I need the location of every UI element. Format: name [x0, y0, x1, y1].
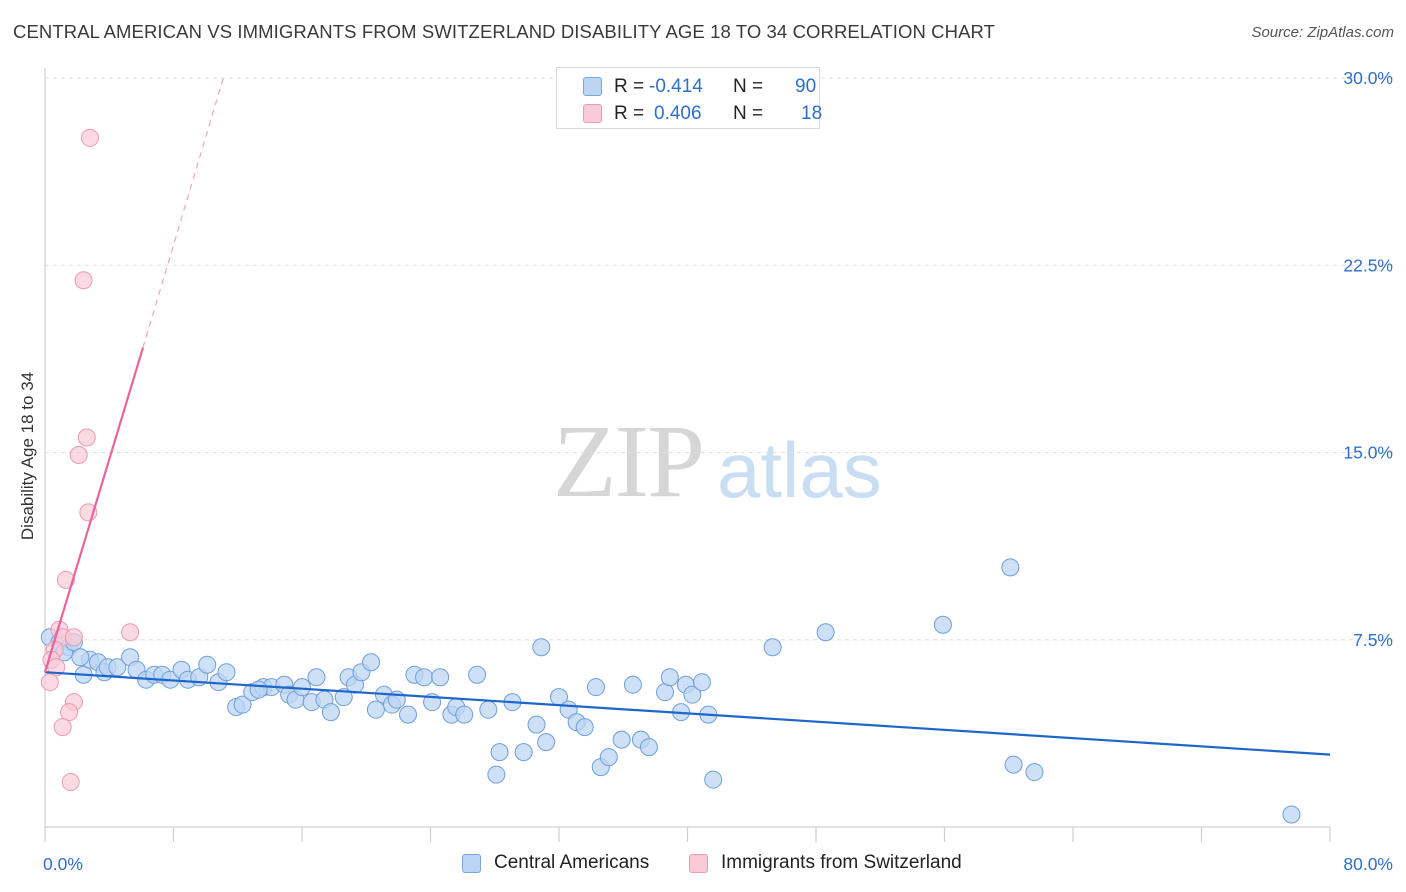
- data-point-central-americans: [431, 668, 450, 687]
- axes: [44, 68, 1331, 842]
- data-point-central-americans: [399, 705, 418, 724]
- trendline-central-americans: [44, 671, 1331, 756]
- data-point-central-americans: [490, 743, 509, 762]
- data-point-central-americans: [656, 683, 675, 702]
- data-point-central-americans: [307, 668, 326, 687]
- data-point-central-americans: [468, 665, 487, 684]
- data-point-central-americans: [599, 748, 618, 767]
- data-point-central-americans: [933, 615, 952, 634]
- y-tick-label: 30.0%: [1343, 68, 1393, 88]
- r-label: R =: [614, 103, 645, 124]
- data-point-central-americans: [639, 738, 658, 757]
- data-point-central-americans: [527, 715, 546, 734]
- data-point-central-americans: [198, 655, 217, 674]
- data-point-immigrants-switzerland: [80, 128, 99, 147]
- data-point-immigrants-switzerland: [53, 718, 72, 737]
- data-point-central-americans: [233, 695, 252, 714]
- data-point-central-americans: [1282, 805, 1301, 824]
- y-tick-label: 15.0%: [1343, 443, 1393, 463]
- n-value: 90: [795, 76, 817, 97]
- x-tick-label: 0.0%: [43, 854, 83, 874]
- r-value: -0.414: [649, 76, 703, 97]
- y-tick-label: 7.5%: [1353, 630, 1393, 650]
- data-points: [40, 128, 1301, 824]
- data-point-immigrants-switzerland: [64, 628, 83, 647]
- trendline-extension-immigrants-switzerland: [142, 77, 224, 348]
- source-credit: Source: ZipAtlas.com: [1251, 24, 1394, 41]
- data-point-central-americans: [293, 678, 311, 697]
- data-point-immigrants-switzerland: [60, 703, 79, 722]
- pink-swatch-icon: [583, 104, 602, 123]
- chart-title: CENTRAL AMERICAN VS IMMIGRANTS FROM SWIT…: [13, 21, 996, 42]
- n-value: 18: [801, 103, 823, 124]
- data-point-central-americans: [532, 638, 551, 657]
- data-point-central-americans: [816, 623, 835, 642]
- n-label: N =: [733, 103, 764, 124]
- data-point-central-americans: [586, 678, 605, 697]
- grid-lines: [45, 77, 1394, 641]
- data-point-central-americans: [479, 700, 498, 719]
- data-point-immigrants-switzerland: [56, 570, 75, 589]
- data-point-central-americans: [763, 638, 782, 657]
- correlation-legend: R = -0.414 N = 90 R = 0.406 N = 18: [556, 67, 823, 129]
- data-point-central-americans: [537, 733, 556, 752]
- data-point-immigrants-switzerland: [77, 428, 96, 447]
- data-point-central-americans: [362, 653, 381, 672]
- trendline-immigrants-switzerland: [43, 347, 145, 673]
- data-point-immigrants-switzerland: [47, 658, 66, 677]
- y-axis-label: Disability Age 18 to 34: [18, 371, 37, 541]
- trend-lines: [43, 77, 1331, 756]
- data-point-central-americans: [487, 765, 506, 784]
- r-value: 0.406: [654, 103, 702, 124]
- watermark-zip: ZIP: [553, 404, 705, 519]
- data-point-central-americans: [415, 668, 434, 687]
- data-point-immigrants-switzerland: [121, 623, 140, 642]
- data-point-central-americans: [249, 680, 268, 699]
- watermark-atlas: atlas: [717, 426, 882, 514]
- data-point-central-americans: [217, 663, 236, 682]
- data-point-central-americans: [108, 658, 127, 677]
- blue-swatch-icon: [462, 854, 481, 873]
- y-tick-label: 22.5%: [1343, 255, 1393, 275]
- data-point-central-americans: [692, 673, 711, 692]
- pink-swatch-icon: [689, 854, 708, 873]
- data-point-central-americans: [334, 688, 353, 707]
- data-point-central-americans: [612, 730, 631, 749]
- legend-label: Immigrants from Switzerland: [721, 852, 962, 873]
- blue-swatch-icon: [583, 77, 602, 96]
- x-tick-label: 80.0%: [1343, 854, 1393, 874]
- data-point-central-americans: [1001, 558, 1020, 577]
- data-point-central-americans: [321, 703, 340, 722]
- data-point-central-americans: [71, 648, 90, 667]
- n-label: N =: [733, 76, 764, 97]
- data-point-central-americans: [1025, 763, 1044, 782]
- data-point-immigrants-switzerland: [74, 271, 93, 290]
- data-point-central-americans: [660, 668, 679, 687]
- legend-label: Central Americans: [494, 852, 650, 873]
- data-point-central-americans: [514, 743, 533, 762]
- data-point-central-americans: [455, 705, 474, 724]
- data-point-central-americans: [366, 700, 385, 719]
- data-point-central-americans: [683, 685, 702, 704]
- data-point-central-americans: [623, 675, 642, 694]
- data-point-immigrants-switzerland: [40, 673, 59, 692]
- data-point-central-americans: [575, 718, 594, 737]
- data-point-central-americans: [704, 770, 723, 789]
- r-label: R =: [614, 76, 645, 97]
- tick-labels: 7.5% 15.0% 22.5% 30.0% 0.0% 80.0%: [43, 68, 1393, 874]
- data-point-immigrants-switzerland: [69, 445, 88, 464]
- data-point-central-americans: [1004, 755, 1023, 774]
- data-point-immigrants-switzerland: [61, 773, 80, 792]
